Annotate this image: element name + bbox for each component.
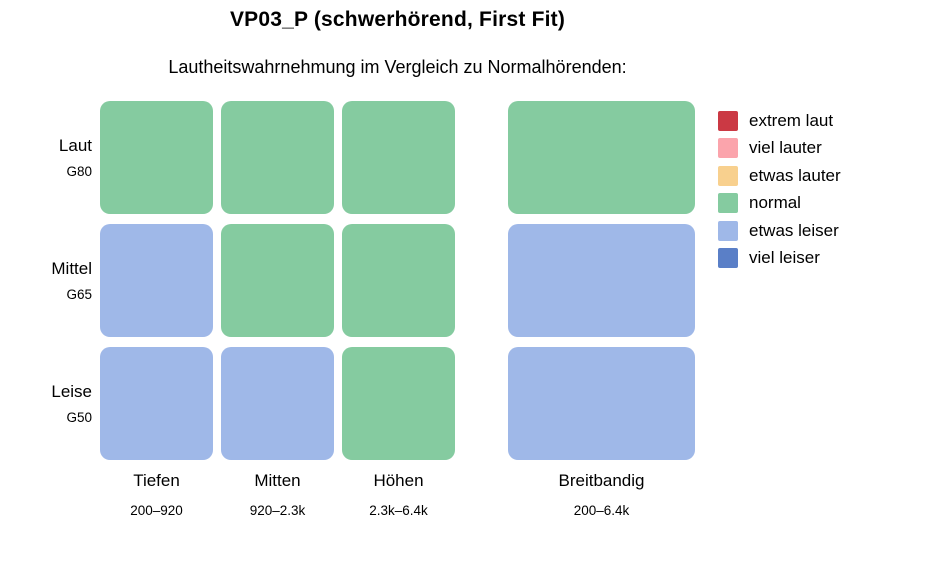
legend-item-etwas-lauter: etwas lauter xyxy=(718,162,841,190)
cell-leise-breitbandig xyxy=(508,347,695,460)
col-label-text: Mitten xyxy=(254,471,301,490)
col-label-text: Höhen xyxy=(373,471,424,490)
row-label-leise: Leise G50 xyxy=(0,347,92,460)
col-label-tiefen: Tiefen 200–920 xyxy=(100,468,213,519)
col-label-text: Tiefen xyxy=(133,471,180,490)
legend-swatch-icon xyxy=(718,193,738,214)
row-labels: Laut G80 Mittel G65 Leise G50 xyxy=(0,101,92,460)
legend-swatch-icon xyxy=(718,165,738,186)
legend-label-text: normal xyxy=(749,193,801,213)
col-label-höhen: Höhen 2.3k–6.4k xyxy=(342,468,455,519)
row-sublabel-text: G65 xyxy=(66,286,92,302)
legend-label-text: viel leiser xyxy=(749,248,820,268)
col-label-mitten: Mitten 920–2.3k xyxy=(221,468,334,519)
legend-swatch-icon xyxy=(718,110,738,131)
legend-item-etwas-leiser: etwas leiser xyxy=(718,217,841,245)
legend-label-text: viel lauter xyxy=(749,138,822,158)
row-label-text: Leise xyxy=(51,381,92,401)
chart-title: VP03_P (schwerhörend, First Fit) xyxy=(229,8,566,31)
legend-swatch-icon xyxy=(718,220,738,241)
cell-laut-tiefen xyxy=(100,101,213,214)
legend-label-text: etwas leiser xyxy=(749,220,839,240)
col-sublabel-text: 2.3k–6.4k xyxy=(369,503,428,518)
legend-item-normal: normal xyxy=(718,190,841,218)
cell-mittel-höhen xyxy=(342,224,455,337)
col-label-text: Breitbandig xyxy=(558,471,645,490)
cell-leise-höhen xyxy=(342,347,455,460)
col-label-breitbandig: Breitbandig 200–6.4k xyxy=(508,468,695,519)
col-sublabel-text: 200–6.4k xyxy=(573,503,630,518)
row-label-mittel: Mittel G65 xyxy=(0,224,92,337)
cell-mittel-tiefen xyxy=(100,224,213,337)
legend-item-extrem-laut: extrem laut xyxy=(718,107,841,135)
legend-label-text: etwas lauter xyxy=(749,165,841,185)
cell-mittel-mitten xyxy=(221,224,334,337)
legend-label-text: extrem laut xyxy=(749,110,834,130)
legend: extrem laut viel lauter etwas lauter normal… xyxy=(718,107,841,272)
legend-item-viel-leiser: viel leiser xyxy=(718,245,841,273)
cell-leise-tiefen xyxy=(100,347,213,460)
legend-swatch-icon xyxy=(718,248,738,269)
row-label-laut: Laut G80 xyxy=(0,101,92,214)
cell-mittel-breitbandig xyxy=(508,224,695,337)
chart-subtitle: Lautheitswahrnehmung im Vergleich zu Nor… xyxy=(168,57,627,77)
cell-laut-mitten xyxy=(221,101,334,214)
row-sublabel-text: G50 xyxy=(66,409,92,425)
col-sublabel-text: 200–920 xyxy=(130,503,183,518)
col-sublabel-text: 920–2.3k xyxy=(249,503,306,518)
legend-item-viel-lauter: viel lauter xyxy=(718,135,841,163)
cell-laut-höhen xyxy=(342,101,455,214)
row-label-text: Laut xyxy=(58,135,92,155)
heatmap-grid-main xyxy=(100,101,455,460)
cell-leise-mitten xyxy=(221,347,334,460)
heatmap-grid-broadband xyxy=(508,101,695,460)
row-label-text: Mittel xyxy=(51,258,92,278)
legend-swatch-icon xyxy=(718,138,738,159)
row-sublabel-text: G80 xyxy=(66,163,92,179)
cell-laut-breitbandig xyxy=(508,101,695,214)
